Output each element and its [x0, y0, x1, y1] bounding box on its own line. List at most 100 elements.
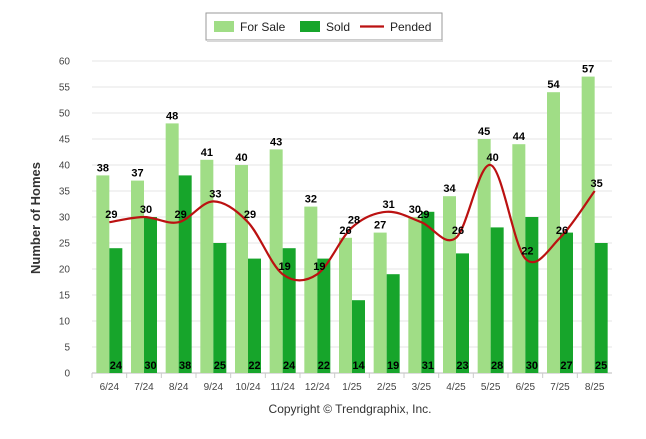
pended-value-label: 26 [452, 225, 464, 237]
x-tick-label: 3/25 [412, 382, 432, 393]
legend-box [205, 12, 443, 41]
x-tick-label: 6/25 [516, 382, 536, 393]
sold-bar [317, 258, 331, 373]
sold-bar [456, 253, 469, 373]
sold-value-label: 22 [248, 360, 260, 372]
y-tick-label: 40 [59, 161, 71, 172]
legend-bar-swatch [214, 21, 234, 32]
legend-box-shadow [207, 40, 443, 42]
y-tick-label: 0 [64, 369, 70, 380]
for-sale-value-label: 32 [305, 194, 317, 206]
for-sale-bar [165, 123, 179, 374]
sold-value-label: 25 [214, 360, 226, 372]
sold-value-label: 30 [526, 360, 538, 372]
sold-bar [144, 217, 157, 373]
for-sale-bar [443, 196, 456, 373]
y-axis-title: Number of Homes [28, 162, 43, 274]
x-tick-label: 4/25 [446, 382, 466, 393]
for-sale-bar [339, 237, 352, 373]
sold-value-label: 24 [110, 360, 123, 372]
pended-value-label: 26 [556, 225, 568, 237]
y-tick-label: 10 [59, 317, 71, 328]
x-tick-label: 2/25 [377, 382, 397, 393]
legend-label: Pended [390, 20, 431, 34]
for-sale-value-label: 26 [339, 225, 351, 237]
sold-value-label: 14 [352, 360, 365, 372]
y-tick-label: 45 [59, 135, 71, 146]
x-tick-label: 9/24 [204, 382, 224, 393]
for-sale-value-label: 48 [166, 110, 178, 122]
sold-bar [178, 175, 192, 373]
pended-value-label: 40 [487, 152, 499, 164]
for-sale-bar [547, 92, 560, 373]
sold-bar [560, 232, 573, 373]
pended-value-label: 35 [591, 178, 603, 190]
axis-layer: 0 5 10 15 20 25 30 35 40 45 50 55 60 6/24 7/24 8/24 9/24… [59, 57, 605, 394]
sold-value-label: 38 [179, 360, 191, 372]
y-tick-label: 50 [59, 109, 71, 120]
pended-value-label: 28 [348, 214, 360, 226]
sold-bar [386, 274, 400, 373]
for-sale-value-label: 37 [131, 168, 143, 180]
pended-line [109, 163, 596, 282]
legend-bar-swatch [300, 21, 320, 32]
sold-bar [525, 217, 539, 373]
x-tick-label: 12/24 [305, 382, 330, 393]
sold-value-label: 30 [144, 360, 156, 372]
legend-label: Sold [326, 20, 350, 34]
y-tick-label: 30 [59, 213, 71, 224]
for-sale-bar [512, 144, 526, 373]
x-tick-label: 5/25 [481, 382, 501, 393]
for-sale-value-label: 40 [235, 152, 247, 164]
x-tick-label: 1/25 [342, 382, 362, 393]
for-sale-value-label: 38 [97, 162, 109, 174]
for-sale-value-label: 27 [374, 220, 386, 232]
for-sale-bar [373, 232, 387, 373]
pended-value-label: 30 [140, 204, 152, 216]
pended-value-label: 29 [175, 209, 187, 221]
for-sale-bar [235, 165, 248, 373]
line-layer [109, 163, 596, 282]
y-tick-label: 35 [59, 187, 71, 198]
sold-value-label: 25 [595, 360, 607, 372]
pended-value-label: 29 [105, 209, 117, 221]
for-sale-bar [477, 139, 491, 373]
sold-bar [352, 300, 365, 373]
for-sale-bar [200, 159, 214, 373]
x-tick-label: 6/24 [100, 382, 120, 393]
y-tick-label: 5 [64, 343, 70, 354]
x-tick-label: 8/24 [169, 382, 189, 393]
copyright-footer: Copyright © Trendgraphix, Inc. [269, 402, 432, 416]
x-tick-label: 7/25 [550, 382, 570, 393]
x-tick-label: 11/24 [271, 382, 296, 393]
y-tick-label: 15 [59, 291, 71, 302]
for-sale-value-label: 30 [409, 204, 421, 216]
pended-value-label: 31 [383, 199, 395, 211]
for-sale-bar [304, 206, 318, 373]
sold-bar [248, 258, 261, 373]
for-sale-value-label: 34 [443, 183, 456, 195]
pended-value-label: 29 [244, 209, 256, 221]
sold-value-label: 27 [560, 360, 572, 372]
y-tick-label: 60 [59, 57, 71, 68]
pended-value-label: 19 [279, 261, 291, 273]
sold-value-label: 22 [318, 360, 330, 372]
sold-value-label: 19 [387, 360, 399, 372]
legend-items: For Sale Sold Pended [214, 20, 431, 34]
y-tick-label: 55 [59, 83, 71, 94]
for-sale-bar [131, 180, 144, 373]
sold-bar [594, 243, 608, 373]
pended-value-label: 29 [417, 209, 429, 221]
legend-label: For Sale [240, 20, 286, 34]
for-sale-value-label: 45 [478, 126, 490, 138]
sold-bar [109, 248, 123, 373]
for-sale-value-label: 44 [513, 131, 526, 143]
y-tick-label: 20 [59, 265, 71, 276]
for-sale-bar [408, 217, 422, 373]
for-sale-bar [581, 76, 595, 373]
sold-bar [421, 211, 435, 373]
sold-value-label: 23 [456, 360, 468, 372]
for-sale-value-label: 41 [201, 147, 213, 159]
